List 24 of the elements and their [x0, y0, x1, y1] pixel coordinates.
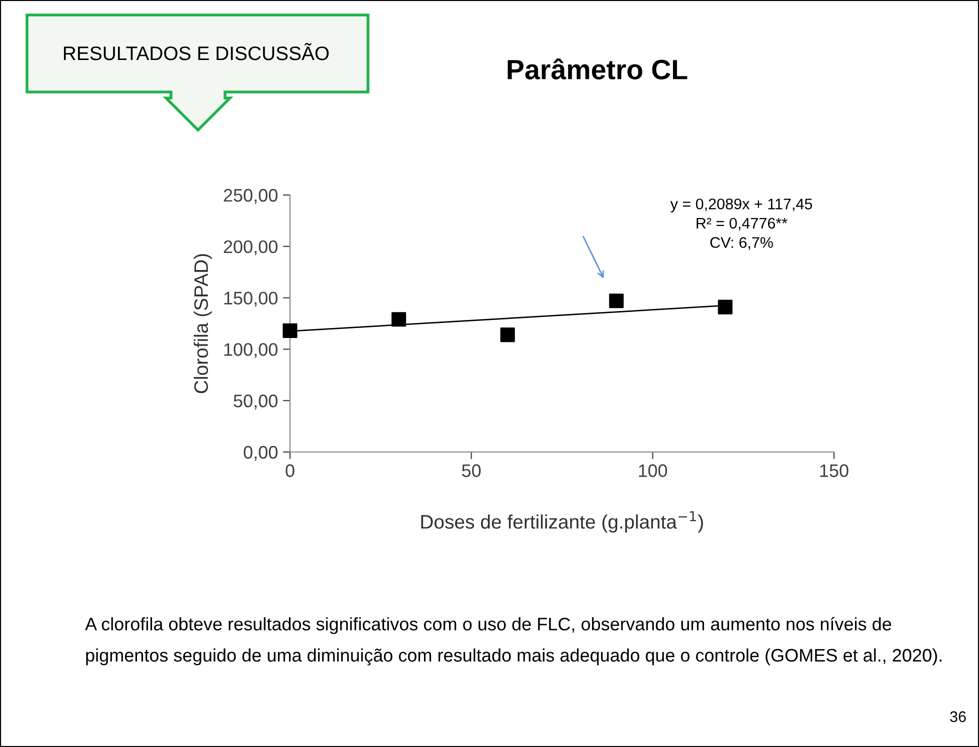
annotation: CV: 6,7% — [710, 237, 773, 250]
annotation: y = 0,2089x + 117,45 — [670, 198, 812, 212]
chart-title: Parâmetro CL — [508, 58, 688, 80]
y-tick-label: 100,00 — [224, 343, 278, 358]
point — [609, 294, 624, 308]
point — [392, 312, 406, 327]
point — [500, 328, 515, 342]
point — [282, 323, 298, 338]
y-tick-label: 200,00 — [224, 240, 278, 256]
x-tick-label: 50 — [462, 464, 481, 478]
text: 36 — [950, 711, 966, 722]
y-tick-label: 50,00 — [234, 394, 278, 410]
annotation: R² = 0,4776** — [696, 218, 788, 230]
y-tick-label: 250,00 — [224, 188, 278, 204]
y-axis-title: Clorofila (SPAD) — [194, 254, 212, 394]
text: RESULTADOS E DISCUSSÃO — [64, 42, 329, 60]
y-tick-label: 0,00 — [244, 446, 278, 461]
x-tick-label: 0 — [286, 464, 294, 478]
text: A clorofila obteve resultados significativos com o uso de FLC, observando um aumento nos níveis de pigmentos seguido de uma diminuição com resultado mais adequado que o controle (GOMES et al., 2020). — [85, 617, 942, 666]
y-tick-label: 150,00 — [224, 292, 278, 307]
x-tick-label: 100 — [638, 464, 668, 478]
x-axis-title: Doses de fertilizante (g.planta$^{−1}$) — [421, 511, 703, 533]
x-tick-label: 150 — [820, 464, 848, 478]
point — [718, 300, 732, 314]
